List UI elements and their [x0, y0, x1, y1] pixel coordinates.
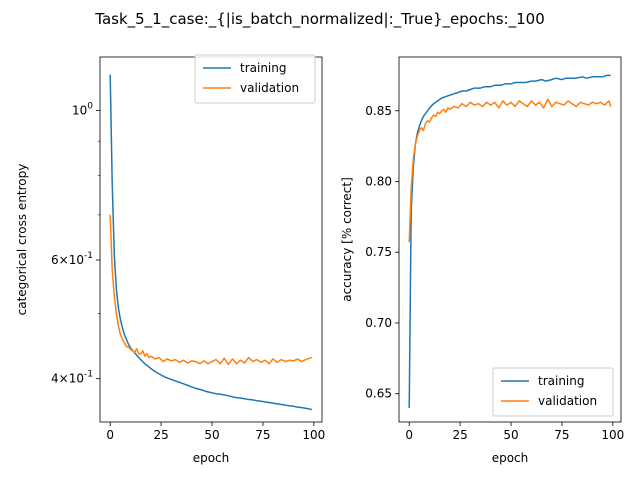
accuracy-x-tick-label: 50 [503, 428, 518, 442]
accuracy-y-tick-label: 0.80 [365, 174, 392, 188]
loss-x-tick-label: 25 [153, 428, 168, 442]
accuracy-y-tick-label: 0.70 [365, 316, 392, 330]
accuracy-x-tick-label: 100 [601, 428, 624, 442]
loss-y-tick-label: 6×10-1 [51, 251, 93, 267]
accuracy-y-axis-label: accuracy [% correct] [340, 177, 354, 302]
accuracy-axes-frame [398, 56, 622, 423]
loss-x-tick-label: 50 [204, 428, 219, 442]
accuracy-legend-validation-label: validation [538, 394, 597, 408]
accuracy-plot-area [408, 74, 612, 408]
accuracy-series-training [408, 74, 611, 408]
loss-y-tick-label: 4×10-1 [51, 370, 93, 386]
loss-x-ticks: 0 25 50 75 100 [106, 422, 325, 442]
accuracy-legend-box [492, 367, 614, 417]
loss-legend: training validation [194, 54, 316, 104]
accuracy-y-ticks: 0.65 0.70 0.75 0.80 0.85 [365, 104, 399, 401]
accuracy-y-tick-label: 0.85 [365, 104, 392, 118]
accuracy-x-ticks: 0 25 50 75 100 [405, 422, 624, 442]
loss-x-tick-label: 0 [106, 428, 114, 442]
accuracy-subplot: 0 25 50 75 100 0.65 0.70 0.75 0.80 0.85 epoch ac… [340, 56, 624, 465]
accuracy-x-tick-label: 0 [405, 428, 413, 442]
loss-x-tick-label: 75 [255, 428, 270, 442]
accuracy-legend-training-label: training [538, 374, 585, 388]
loss-x-axis-label: epoch [193, 451, 230, 465]
loss-x-tick-label: 100 [302, 428, 325, 442]
loss-series-validation [109, 214, 313, 366]
loss-legend-validation-label: validation [240, 81, 299, 95]
loss-y-ticks: 100 6×10-1 4×10-1 [51, 101, 100, 386]
figure-title: Task_5_1_case:_{|is_batch_normalized|:_T… [94, 10, 544, 29]
accuracy-legend: training validation [492, 367, 614, 417]
accuracy-x-axis-label: epoch [492, 451, 529, 465]
loss-subplot: 0 25 50 75 100 100 6×10-1 4×10-1 epoch categor… [15, 54, 325, 465]
loss-axes-frame [99, 56, 323, 423]
loss-plot-area [109, 74, 313, 411]
accuracy-series-validation [408, 98, 612, 243]
loss-y-axis-label: categorical cross entropy [15, 164, 29, 316]
accuracy-x-tick-label: 25 [452, 428, 467, 442]
loss-legend-box [194, 54, 316, 104]
accuracy-x-tick-label: 75 [554, 428, 569, 442]
loss-series-training [109, 74, 312, 411]
accuracy-y-tick-label: 0.65 [365, 387, 392, 401]
loss-y-tick-label: 100 [72, 101, 93, 117]
loss-legend-training-label: training [240, 61, 287, 75]
accuracy-y-tick-label: 0.75 [365, 245, 392, 259]
